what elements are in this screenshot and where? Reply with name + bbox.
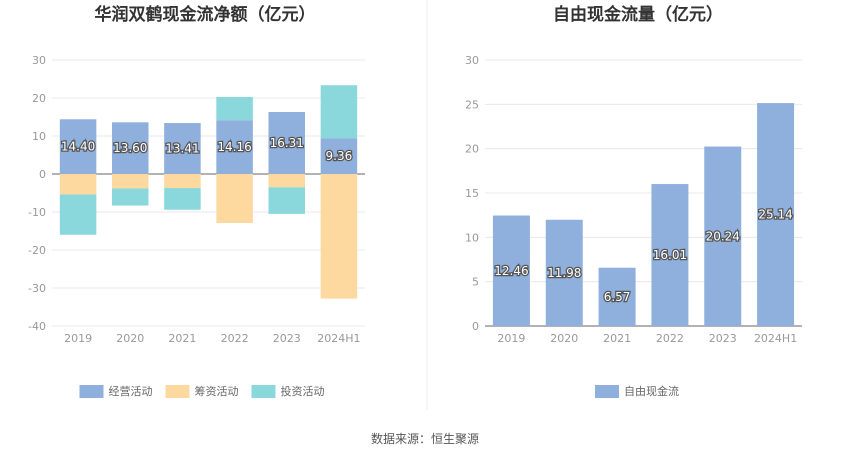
- left-legend-swatch-投资活动: [251, 385, 276, 398]
- left-chart-bars: [59, 85, 358, 299]
- right-data-label: 16.01: [653, 248, 687, 262]
- left-x-tick-label: 2020: [116, 332, 144, 345]
- left-y-tick-label: 10: [32, 130, 46, 143]
- right-data-label: 20.24: [706, 229, 740, 243]
- left-bar-2019-经营活动: [59, 119, 97, 174]
- right-data-label: 25.14: [758, 208, 792, 222]
- right-data-label: 6.57: [604, 290, 631, 304]
- right-y-tick-label: 20: [465, 143, 479, 156]
- left-bar-2021-筹资活动: [164, 174, 201, 189]
- left-chart-gridlines: [52, 59, 365, 327]
- left-bar-2024H1-经营活动: [320, 138, 358, 174]
- right-y-tick-label: 30: [465, 54, 479, 67]
- right-y-tick-label: 0: [472, 320, 479, 333]
- left-bar-2019-投资活动: [59, 194, 97, 235]
- left-bar-2022-经营活动: [216, 120, 253, 174]
- right-bar-2020-自由现金流: [545, 219, 583, 326]
- right-x-tick-label: 2022: [656, 332, 684, 345]
- right-data-label: 11.98: [547, 266, 581, 280]
- right-data-label: 12.46: [494, 264, 528, 278]
- left-legend-label: 筹资活动: [195, 384, 239, 398]
- left-bar-2024H1-投资活动: [320, 85, 358, 139]
- left-chart-data-labels: 14.40 13.60 13.41 14.16 16.31 9.36: [60, 135, 354, 165]
- left-bar-2023-投资活动: [268, 187, 306, 214]
- left-y-tick-label: -40: [28, 320, 46, 333]
- right-bar-2024H1-自由现金流: [757, 103, 795, 326]
- left-bar-2020-筹资活动: [111, 174, 149, 189]
- right-x-tick-label: 2021: [603, 332, 631, 345]
- right-y-tick-label: 5: [472, 276, 479, 289]
- left-bar-2021-经营活动: [164, 123, 201, 174]
- left-x-tick-label: 2022: [221, 332, 249, 345]
- left-y-tick-label: -10: [28, 206, 46, 219]
- right-chart-gridlines: [485, 59, 802, 327]
- left-data-label: 9.36: [326, 149, 353, 163]
- left-data-label: 14.40: [61, 140, 95, 154]
- left-y-tick-label: 0: [39, 168, 46, 181]
- left-y-tick-label: -20: [28, 244, 46, 257]
- right-x-tick-label: 2019: [497, 332, 525, 345]
- left-bar-2020-经营活动: [111, 122, 149, 174]
- left-legend-swatch-筹资活动: [165, 385, 190, 398]
- right-y-tick-label: 25: [465, 98, 479, 111]
- left-y-tick-label: 20: [32, 92, 46, 105]
- left-x-tick-label: 2024H1: [317, 332, 360, 345]
- right-x-tick-label: 2020: [550, 332, 578, 345]
- left-bar-2023-经营活动: [268, 112, 306, 174]
- right-bar-2021-自由现金流: [598, 267, 636, 326]
- right-x-tick-label: 2023: [709, 332, 737, 345]
- left-chart-x-axis: 2019 2020 2021 2022 2023 2024H1: [64, 332, 360, 345]
- right-chart-data-labels: 12.46 11.98 6.57 16.01 20.24 25.14: [493, 206, 794, 305]
- right-chart-legend[interactable]: 自由现金流: [595, 384, 679, 398]
- left-data-label: 13.41: [165, 142, 199, 156]
- right-chart-y-axis: 30 25 20 15 10 5 0: [465, 54, 479, 333]
- right-bar-2022-自由现金流: [651, 184, 689, 326]
- left-data-label: 16.31: [270, 136, 304, 150]
- left-x-tick-label: 2019: [64, 332, 92, 345]
- right-chart-x-axis: 2019 2020 2021 2022 2023 2024H1: [497, 332, 797, 345]
- right-legend-swatch-自由现金流: [595, 385, 619, 398]
- left-chart-title: 华润双鹤现金流净额（亿元）: [95, 4, 316, 25]
- left-chart-y-axis: 30 20 10 0 -10 -20 -30 -40: [28, 54, 46, 333]
- left-bar-2021-投资活动: [164, 188, 201, 210]
- left-legend-swatch-经营活动: [79, 385, 104, 398]
- right-legend-label: 自由现金流: [624, 384, 679, 398]
- right-y-tick-label: 10: [465, 231, 479, 244]
- left-bar-2022-筹资活动: [216, 174, 253, 224]
- left-bar-2023-筹资活动: [268, 174, 306, 188]
- left-x-tick-label: 2021: [168, 332, 196, 345]
- right-bar-2023-自由现金流: [704, 146, 742, 326]
- left-data-label: 14.16: [217, 140, 251, 154]
- left-legend-label: 经营活动: [109, 384, 153, 398]
- right-chart-bars: [492, 103, 795, 326]
- right-bar-2019-自由现金流: [492, 215, 530, 326]
- left-chart-legend[interactable]: 经营活动 筹资活动 投资活动: [79, 384, 325, 398]
- right-x-tick-label: 2024H1: [754, 332, 797, 345]
- left-data-label: 13.60: [113, 141, 147, 155]
- left-bar-2019-筹资活动: [59, 174, 97, 195]
- data-source-note: 数据来源：恒生聚源: [371, 431, 479, 446]
- left-y-tick-label: -30: [28, 282, 46, 295]
- left-y-tick-label: 30: [32, 54, 46, 67]
- left-bar-2020-投资活动: [111, 188, 149, 206]
- left-bar-2022-投资活动: [216, 97, 253, 121]
- left-x-tick-label: 2023: [273, 332, 301, 345]
- left-bar-2024H1-筹资活动: [320, 174, 358, 299]
- left-legend-label: 投资活动: [281, 384, 325, 398]
- right-chart-title: 自由现金流量（亿元）: [553, 4, 723, 25]
- right-y-tick-label: 15: [465, 187, 479, 200]
